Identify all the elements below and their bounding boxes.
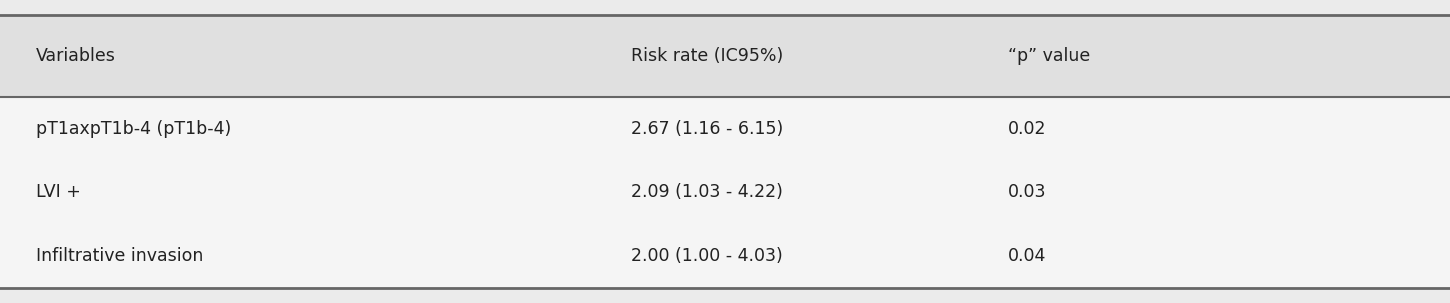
Bar [0,97,1450,288]
Text: 0.03: 0.03 [1008,183,1047,201]
Text: Risk rate (IC95%): Risk rate (IC95%) [631,47,783,65]
Text: Infiltrative invasion: Infiltrative invasion [36,247,203,265]
Text: 0.04: 0.04 [1008,247,1045,265]
Text: pT1axpT1b-4 (pT1b-4): pT1axpT1b-4 (pT1b-4) [36,120,232,138]
Text: “p” value: “p” value [1008,47,1090,65]
Text: LVI +: LVI + [36,183,81,201]
Text: Variables: Variables [36,47,116,65]
Bar [0,15,1450,97]
Text: 2.00 (1.00 - 4.03): 2.00 (1.00 - 4.03) [631,247,783,265]
Text: 0.02: 0.02 [1008,120,1047,138]
Text: 2.67 (1.16 - 6.15): 2.67 (1.16 - 6.15) [631,120,783,138]
Text: 2.09 (1.03 - 4.22): 2.09 (1.03 - 4.22) [631,183,783,201]
